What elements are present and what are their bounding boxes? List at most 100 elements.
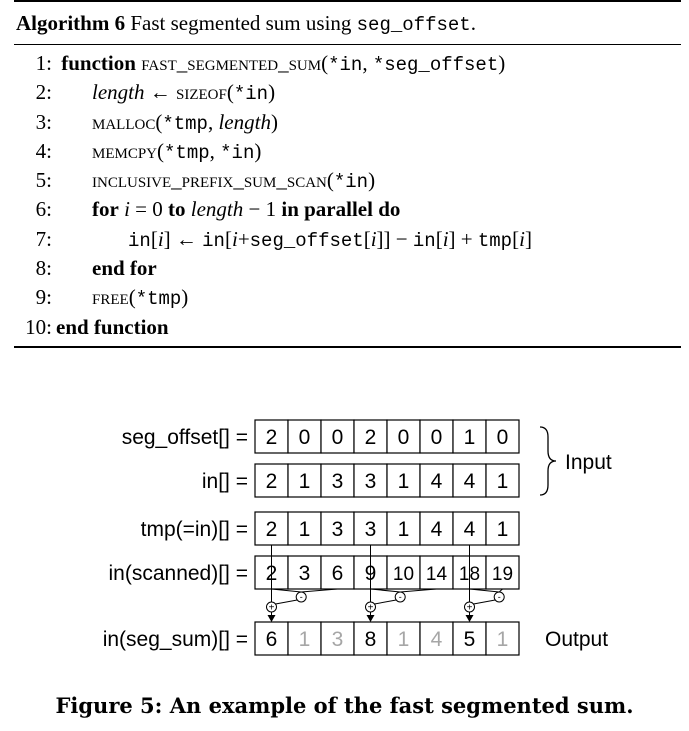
cell (254, 511, 289, 546)
scan-start-line (271, 588, 302, 593)
cell-value: 1 (398, 470, 410, 493)
cell (419, 463, 454, 498)
algo-line-9: 9: free(*tmp) (14, 283, 681, 312)
algo-line-5: 5: inclusive_prefix_sum_scan(*in) (14, 166, 681, 195)
line-number: 4: (35, 138, 52, 163)
top-rule (14, 0, 681, 2)
cell (452, 621, 487, 656)
cell-value: 0 (332, 426, 344, 449)
arrow-head (465, 615, 474, 622)
algorithm-block: Algorithm 6 Fast segmented sum using seg… (14, 0, 681, 348)
cell-value: 2 (365, 426, 377, 449)
row-label: in(seg_sum)[] = (103, 628, 248, 651)
line-number: 6: (35, 197, 52, 222)
cell-value: 3 (365, 470, 377, 493)
cell (287, 463, 322, 498)
cell (287, 555, 322, 590)
row-label: in(scanned)[] = (109, 562, 249, 585)
algo-line-2: 2: length ← sizeof(*in) (14, 78, 681, 107)
arrow-head (267, 615, 276, 622)
minus-symbol: - (300, 592, 303, 602)
cell-value: 0 (497, 426, 509, 449)
cell-value: 4 (464, 518, 476, 541)
cell-value: 1 (299, 518, 311, 541)
cell-value: 3 (299, 562, 311, 585)
algorithm-caption: Algorithm 6 Fast segmented sum using seg… (14, 2, 681, 44)
scan-end-line (301, 588, 338, 593)
cell-value: 8 (365, 628, 377, 651)
cell (419, 555, 454, 590)
line-number: 7: (35, 226, 52, 251)
cell-value: 2 (266, 470, 278, 493)
cell-value: 6 (266, 628, 278, 651)
cell-value: 1 (299, 628, 311, 651)
cell-value: 1 (497, 518, 509, 541)
cell-value: 4 (464, 470, 476, 493)
cell-value: 0 (431, 426, 443, 449)
line-number: 10: (25, 314, 52, 339)
cell-value: 0 (299, 426, 311, 449)
cell (452, 511, 487, 546)
row-label: in[] = (202, 470, 248, 493)
cell-value: 1 (398, 518, 410, 541)
arrow-head (366, 615, 375, 622)
algo-line-1: 1: function fast_segmented_sum(*in, *seg… (14, 49, 681, 78)
scan-end-line (400, 588, 437, 593)
input-label: Input (565, 451, 612, 474)
cell-value: 10 (393, 564, 414, 585)
plus-symbol: + (368, 603, 374, 614)
cell-value: 5 (464, 628, 476, 651)
line-number: 2: (35, 80, 52, 105)
cell (419, 419, 454, 454)
mid-rule (14, 44, 681, 45)
cell (419, 511, 454, 546)
cell (485, 511, 520, 546)
algo-line-8: 8: end for (14, 254, 681, 283)
cell-value: 1 (497, 628, 509, 651)
cell-value: 4 (431, 518, 443, 541)
minus-symbol: - (498, 592, 501, 602)
cell-value: 4 (431, 470, 443, 493)
line-number: 1: (35, 51, 52, 75)
row-label: seg_offset[] = (122, 426, 248, 449)
cell (353, 463, 388, 498)
cell (254, 419, 289, 454)
figure-caption: Figure 5: An example of the fast segment… (55, 693, 634, 718)
algo-line-3: 3: malloc(*tmp, length) (14, 108, 681, 137)
algorithm-lines: 1: function fast_segmented_sum(*in, *seg… (14, 45, 681, 342)
cell (485, 621, 520, 656)
bottom-rule (14, 345, 681, 348)
plus-symbol: + (467, 603, 473, 614)
cell (353, 419, 388, 454)
algo-line-7: 7: in[i] ← in[i+seg_offset[i]] − in[i] + … (14, 225, 681, 254)
cell-value: 3 (332, 470, 344, 493)
segmented-sum-figure: seg_offset[] = 2 0 0 2 0 0 1 0in[] = 2 1 3 3 1 4 4 1tmp(… (103, 419, 612, 656)
cell (320, 621, 355, 656)
minus-to-plus-line (275, 599, 298, 605)
cell (485, 555, 520, 590)
algo-line-6: 6: for i = 0 to length − 1 in parallel do (14, 195, 681, 224)
cell (386, 621, 421, 656)
output-label: Output (545, 628, 608, 651)
cell (353, 511, 388, 546)
cell-value: 3 (365, 518, 377, 541)
cell-value: 3 (332, 628, 344, 651)
cell-value: 19 (492, 564, 513, 585)
line-number: 9: (35, 285, 52, 310)
algorithm-label: Algorithm 6 (16, 11, 126, 35)
cell (485, 463, 520, 498)
cell-value: 3 (332, 518, 344, 541)
cell-value: 2 (266, 518, 278, 541)
cell (254, 621, 289, 656)
minus-symbol: - (399, 592, 402, 602)
cell-value: 1 (497, 470, 509, 493)
cell-value: 4 (431, 628, 443, 651)
line-number: 5: (35, 168, 52, 193)
algorithm-title-code: seg_offset (356, 14, 471, 36)
algo-line-10: 10: end function (14, 313, 681, 342)
cell (320, 511, 355, 546)
scan-end-line (498, 588, 503, 593)
input-brace (539, 426, 557, 496)
row-label: tmp(=in)[] = (141, 518, 248, 541)
algo-line-4: 4: memcpy(*tmp, *in) (14, 137, 681, 166)
